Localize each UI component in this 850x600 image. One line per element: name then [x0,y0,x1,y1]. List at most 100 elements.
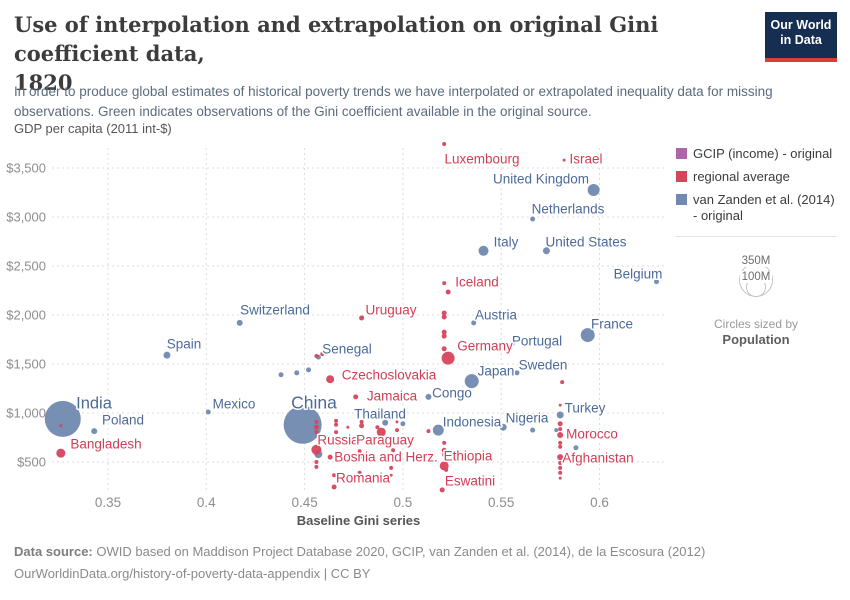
data-point[interactable] [314,430,319,435]
data-point[interactable] [163,351,171,359]
data-point[interactable] [504,345,510,351]
data-point[interactable] [573,445,579,451]
data-point[interactable] [357,449,362,454]
data-point[interactable] [562,158,566,162]
data-point[interactable] [499,423,507,431]
data-point[interactable] [442,281,447,286]
data-point[interactable] [44,400,81,437]
data-point[interactable] [445,289,451,295]
legend-item-van-zanden[interactable]: van Zanden et al. (2014) - original [676,192,838,224]
data-point[interactable] [91,428,98,435]
data-point[interactable] [432,424,444,436]
data-point[interactable] [376,427,386,437]
data-point[interactable] [442,141,447,146]
data-point[interactable] [389,465,394,470]
data-point[interactable] [395,420,399,424]
data-point[interactable] [327,454,333,460]
data-point[interactable] [442,452,447,457]
data-point[interactable] [294,370,300,376]
country-label: Bangladesh [70,437,141,452]
data-point[interactable] [334,418,339,423]
data-point[interactable] [441,346,447,352]
data-point[interactable] [558,440,563,445]
data-point[interactable] [400,421,406,427]
data-point[interactable] [375,425,380,430]
legend-item-regional-average[interactable]: regional average [676,169,838,185]
data-point[interactable] [530,427,536,433]
data-point[interactable] [391,448,396,453]
data-point[interactable] [558,403,562,407]
data-point[interactable] [587,184,600,197]
data-point[interactable] [278,372,284,378]
data-point[interactable] [441,447,447,453]
data-point[interactable] [332,473,337,478]
data-point[interactable] [313,424,319,430]
data-point[interactable] [580,328,595,343]
data-point[interactable] [389,473,393,477]
data-point[interactable] [314,464,319,469]
data-point[interactable] [359,419,364,424]
data-point[interactable] [441,314,447,320]
data-point[interactable] [558,476,562,480]
data-point[interactable] [471,320,477,326]
data-point[interactable] [359,315,365,321]
data-point[interactable] [59,424,63,428]
data-point[interactable] [358,478,362,482]
data-point[interactable] [320,352,325,357]
data-point[interactable] [334,430,339,435]
data-point[interactable] [382,419,389,426]
data-point[interactable] [353,394,359,400]
data-point[interactable] [530,216,536,222]
data-point[interactable] [205,409,211,415]
data-point[interactable] [391,455,396,460]
data-point[interactable] [654,279,660,285]
data-point[interactable] [346,425,350,429]
data-point[interactable] [314,419,319,424]
country-label: Indonesia [443,415,502,430]
data-point[interactable] [464,374,479,389]
data-point[interactable] [441,310,447,316]
data-point[interactable] [514,370,520,376]
legend-label-van-zanden: van Zanden et al. (2014) - original [693,192,835,223]
legend-item-gcip[interactable]: GCIP (income) - original [676,146,838,162]
data-point[interactable] [331,484,337,490]
data-point[interactable] [441,329,447,335]
data-point[interactable] [425,393,432,400]
data-point[interactable] [558,460,563,465]
data-point[interactable] [236,319,243,326]
data-point[interactable] [442,440,447,445]
data-point[interactable] [283,405,322,444]
owid-logo[interactable]: Our World in Data [765,12,837,62]
data-point[interactable] [558,427,563,432]
data-point[interactable] [357,470,362,475]
data-point[interactable] [478,245,489,256]
data-point[interactable] [441,333,447,339]
data-point[interactable] [314,460,319,464]
data-point[interactable] [359,455,364,460]
data-point[interactable] [556,411,564,419]
data-point[interactable] [444,467,449,472]
data-point[interactable] [359,423,365,429]
data-point[interactable] [557,432,564,439]
data-point[interactable] [326,375,335,384]
data-point[interactable] [558,444,563,449]
footer-link[interactable]: OurWorldinData.org/history-of-poverty-da… [14,566,371,581]
data-point[interactable] [426,429,431,434]
data-point[interactable] [560,380,565,385]
data-point[interactable] [395,428,400,433]
data-point[interactable] [557,421,563,427]
data-point[interactable] [314,353,319,358]
data-point[interactable] [439,487,445,493]
data-point[interactable] [56,448,66,458]
data-point[interactable] [444,159,448,163]
data-point[interactable] [558,465,563,470]
data-point[interactable] [554,428,559,433]
data-point[interactable] [441,351,455,365]
data-point[interactable] [306,367,312,373]
data-point[interactable] [311,444,322,455]
data-point[interactable] [542,247,550,255]
data-point[interactable] [557,454,564,461]
data-point[interactable] [334,422,339,427]
data-point[interactable] [558,470,563,475]
